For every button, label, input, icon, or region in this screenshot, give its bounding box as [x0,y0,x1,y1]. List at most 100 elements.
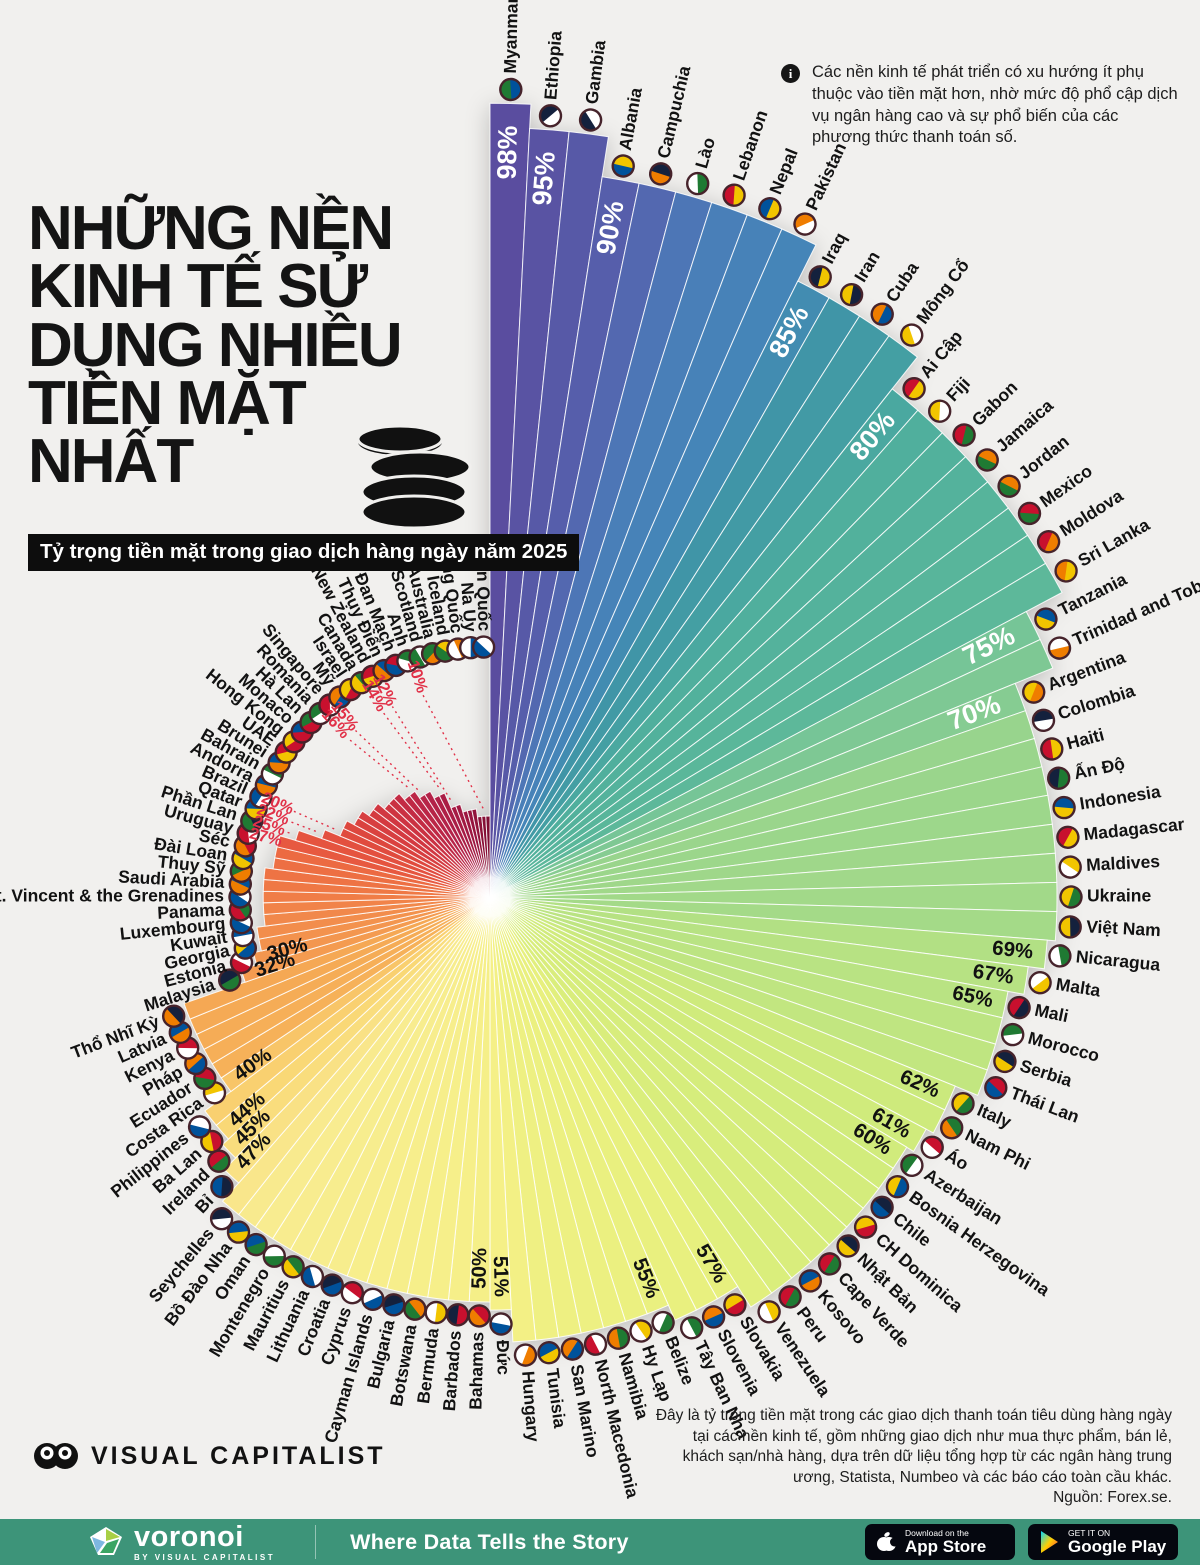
wedges-layer [183,102,1063,1343]
flag-uc [489,1312,513,1336]
flag-hungary [513,1343,538,1367]
flag-gabon [952,423,976,447]
title-line: TIỀN MẶT [28,368,307,438]
country-label-ethiopia: Ethiopia [540,30,565,101]
flag-venezuela [757,1300,781,1324]
country-label-ao: Áo [942,1144,973,1174]
country-label-na-uy: Na Uy [457,581,481,632]
flag-campuchia [649,162,673,186]
flag-madagascar [1056,825,1080,849]
source-note: Đây là tỷ trọng tiền mặt trong các giao … [652,1406,1172,1509]
flag-argentina [1021,680,1046,704]
voronoi-byline: BY VISUAL CAPITALIST [134,1552,276,1562]
wedge-tho-nhi-ky [183,896,491,1020]
country-label-gambia: Gambia [581,39,609,105]
flag-gambia [578,108,603,132]
country-label-haiti: Haiti [1064,724,1106,753]
flag-sri-lanka [1054,559,1078,583]
flag-oman [244,1232,268,1257]
flag-morocco [1001,1022,1025,1047]
flag-ao [920,1135,944,1160]
flag-slovenia [701,1305,726,1329]
leader-line-thuy-ien [382,711,440,788]
flag-moldova [1036,530,1061,554]
footer-tagline: Where Data Tells the Story [350,1529,629,1554]
wedge-my [408,790,491,898]
source-line: Nguồn: Forex.se. [1053,1489,1172,1507]
flag-mexico [1017,501,1042,526]
flag-trinidad-and-tobago [1047,636,1072,660]
country-label-italy: Italy [974,1100,1014,1132]
flag-indonesia [1052,795,1076,820]
footer-divider [315,1525,317,1559]
leader-line-brazil [293,810,335,830]
wedge-thai-lan [489,896,988,1096]
country-label-uc: Đức [493,1340,514,1376]
wedge-trinidad-and-tobago [489,638,1054,898]
country-label-panama: Panama [157,899,225,922]
country-label-nicaragua: Nicaragua [1075,946,1161,975]
country-label-an-o: Ấn Độ [1072,752,1127,783]
country-label-pakistan: Pakistan [801,140,850,214]
flag-chile [870,1195,894,1220]
flag-albania [611,154,635,178]
flag-nicaragua [1048,944,1072,968]
flag-cayman-islands [361,1287,385,1312]
flag-slovakia [723,1293,747,1317]
flag-latvia [168,1020,193,1045]
flag-barbados [446,1303,470,1327]
flag-jamaica [975,448,999,472]
info-note: Các nền kinh tế phát triển có xu hướng í… [812,63,1178,147]
wedge-seychelles [221,896,491,1216]
flag-mauritius [281,1255,305,1279]
wedge-tay-ban-nha [489,896,698,1321]
flag-bermuda [424,1300,448,1325]
visual-capitalist-logo: VISUAL CAPITALIST [33,1436,386,1476]
leader-line-an-mach [391,706,451,800]
coins-icon [356,424,472,530]
country-label-nam-phi: Nam Phi [962,1125,1034,1174]
pct-label-nicaragua: 69% [991,936,1034,963]
country-label-mong-co: Mông Cổ [912,256,973,328]
google-play-small-text: GET IT ON [1068,1527,1111,1538]
wedge-thuy-ien [438,792,491,898]
google-play-badge[interactable]: GET IT ON Google Play [1028,1524,1178,1560]
flag-bosnia-herzegovina [885,1174,910,1199]
flag-bo-ao-nha [226,1220,251,1244]
visual-capitalist-wordmark: VISUAL CAPITALIST [91,1441,386,1470]
country-label-iran: Iran [850,248,884,286]
visual-capitalist-icon [34,1443,78,1469]
flag-namibia [606,1326,631,1350]
wedge-brunei [357,810,491,898]
app-store-small-text: Download on the [905,1527,969,1538]
flag-nepal [758,196,782,221]
pct-label-myanmar: 98% [492,125,523,180]
flags-layer [161,77,1083,1367]
flag-north-macedonia [583,1332,608,1356]
country-label-fiji: Fiji [942,373,974,405]
flag-iran [839,283,864,307]
country-label-ukraine: Ukraine [1087,886,1151,906]
country-label-tunisia: Tunisia [543,1367,571,1429]
app-store-badge[interactable]: Download on the App Store [865,1524,1015,1560]
flag-lithuania [300,1264,325,1289]
flag-philippines [187,1115,212,1139]
title-line: DỤNG NHIỀU [28,310,403,380]
flag-montenegro [262,1244,286,1268]
country-label-indonesia: Indonesia [1078,781,1162,813]
wedge-philippines [204,896,491,1127]
flag-hy-lap [629,1319,653,1343]
country-label-iraq: Iraq [818,229,851,267]
flag-malaysia [217,968,242,992]
flag-bulgaria [382,1293,406,1317]
title-line: KINH TẾ SỬ [28,252,368,322]
flag-tunisia [537,1340,561,1365]
wedge-ao [489,896,927,1153]
flag-fiji [928,399,952,423]
flag-haiti [1040,737,1064,761]
title-line: NHẤT [28,427,194,497]
flag-viet-nam [1058,915,1082,939]
flag-san-marino [560,1337,585,1361]
flag-bi [210,1174,234,1199]
